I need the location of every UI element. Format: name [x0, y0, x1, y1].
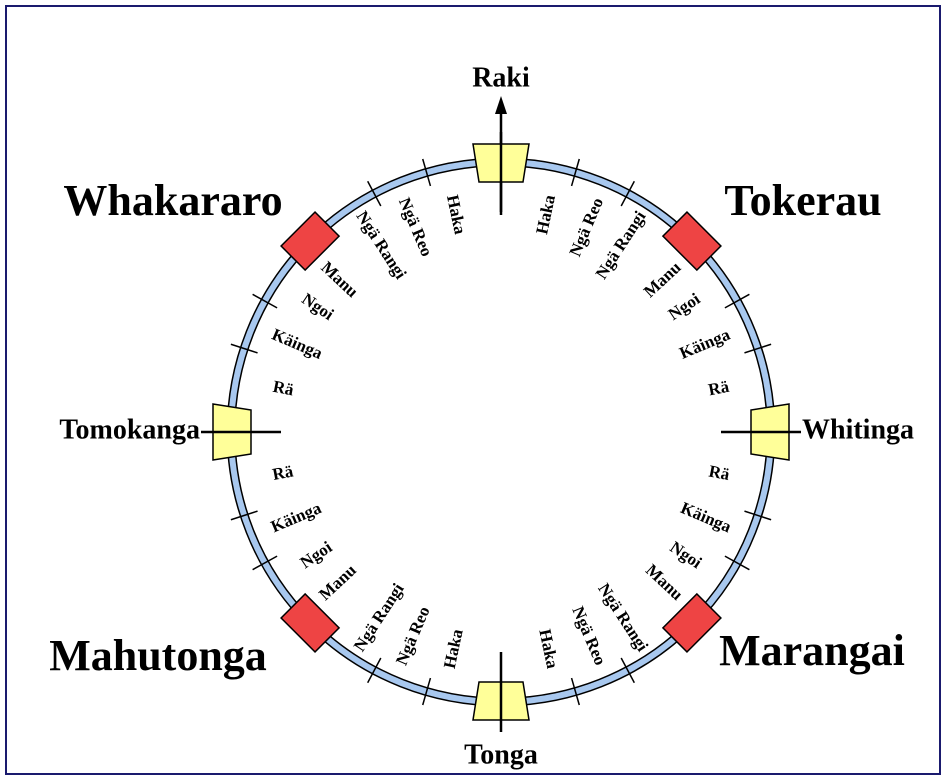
tick [570, 677, 581, 706]
tick [230, 510, 258, 521]
segment-label: Rä [271, 461, 296, 484]
direction-label: Tomokanga [59, 414, 200, 445]
tick [230, 343, 258, 354]
quadrant-label: Tokerau [724, 176, 881, 225]
direction-label: Raki [472, 62, 530, 93]
tick [421, 158, 432, 187]
tick [252, 555, 278, 571]
cardinal-marker [201, 403, 281, 461]
quadrant-label: Marangai [719, 626, 905, 675]
direction-label: Whitinga [802, 414, 914, 445]
segment-label: Rä [707, 461, 732, 484]
tick [744, 343, 772, 354]
cardinal-marker [472, 132, 530, 212]
diagonal-marker [280, 592, 341, 653]
tick [252, 293, 278, 309]
arrow-head [495, 96, 507, 114]
tick [620, 657, 635, 684]
tick [744, 510, 772, 521]
cardinal-marker [721, 403, 801, 461]
diagonal-marker [661, 211, 722, 272]
tick [367, 657, 382, 684]
frame [5, 5, 941, 775]
quadrant-label: Mahutonga [49, 631, 267, 680]
tick [724, 555, 750, 571]
diagonal-marker [661, 592, 722, 653]
cardinal-marker [472, 652, 530, 732]
diagonal-marker [280, 211, 341, 272]
tick [724, 293, 750, 309]
tick [570, 158, 581, 187]
tick [367, 180, 382, 207]
tick [421, 677, 432, 706]
segment-label: Rä [707, 377, 732, 400]
direction-label: Tonga [464, 739, 538, 770]
tick [620, 180, 635, 207]
quadrant-label: Whakararo [63, 176, 282, 225]
segment-label: Rä [271, 377, 296, 400]
